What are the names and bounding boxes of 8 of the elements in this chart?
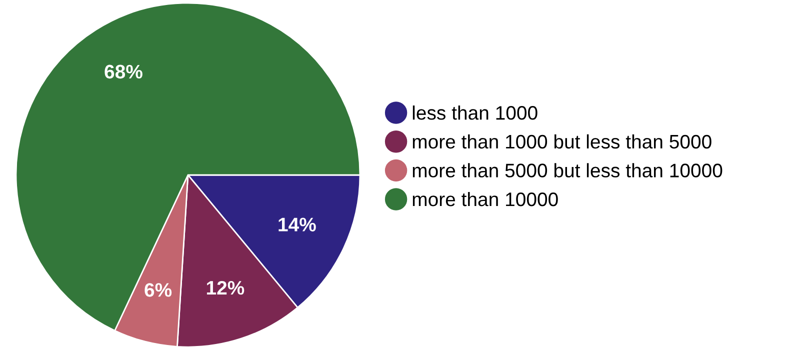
legend-label: more than 10000 [412, 192, 558, 206]
legend-label: more than 5000 but less than 10000 [412, 163, 722, 178]
legend-label: less than 1000 [412, 106, 538, 120]
data-label: 6% [144, 283, 172, 297]
data-label: 12% [206, 280, 244, 295]
data-label: 68% [104, 64, 142, 79]
data-label: 14% [278, 218, 316, 232]
legend-label: more than 1000 but less than 5000 [412, 134, 712, 149]
